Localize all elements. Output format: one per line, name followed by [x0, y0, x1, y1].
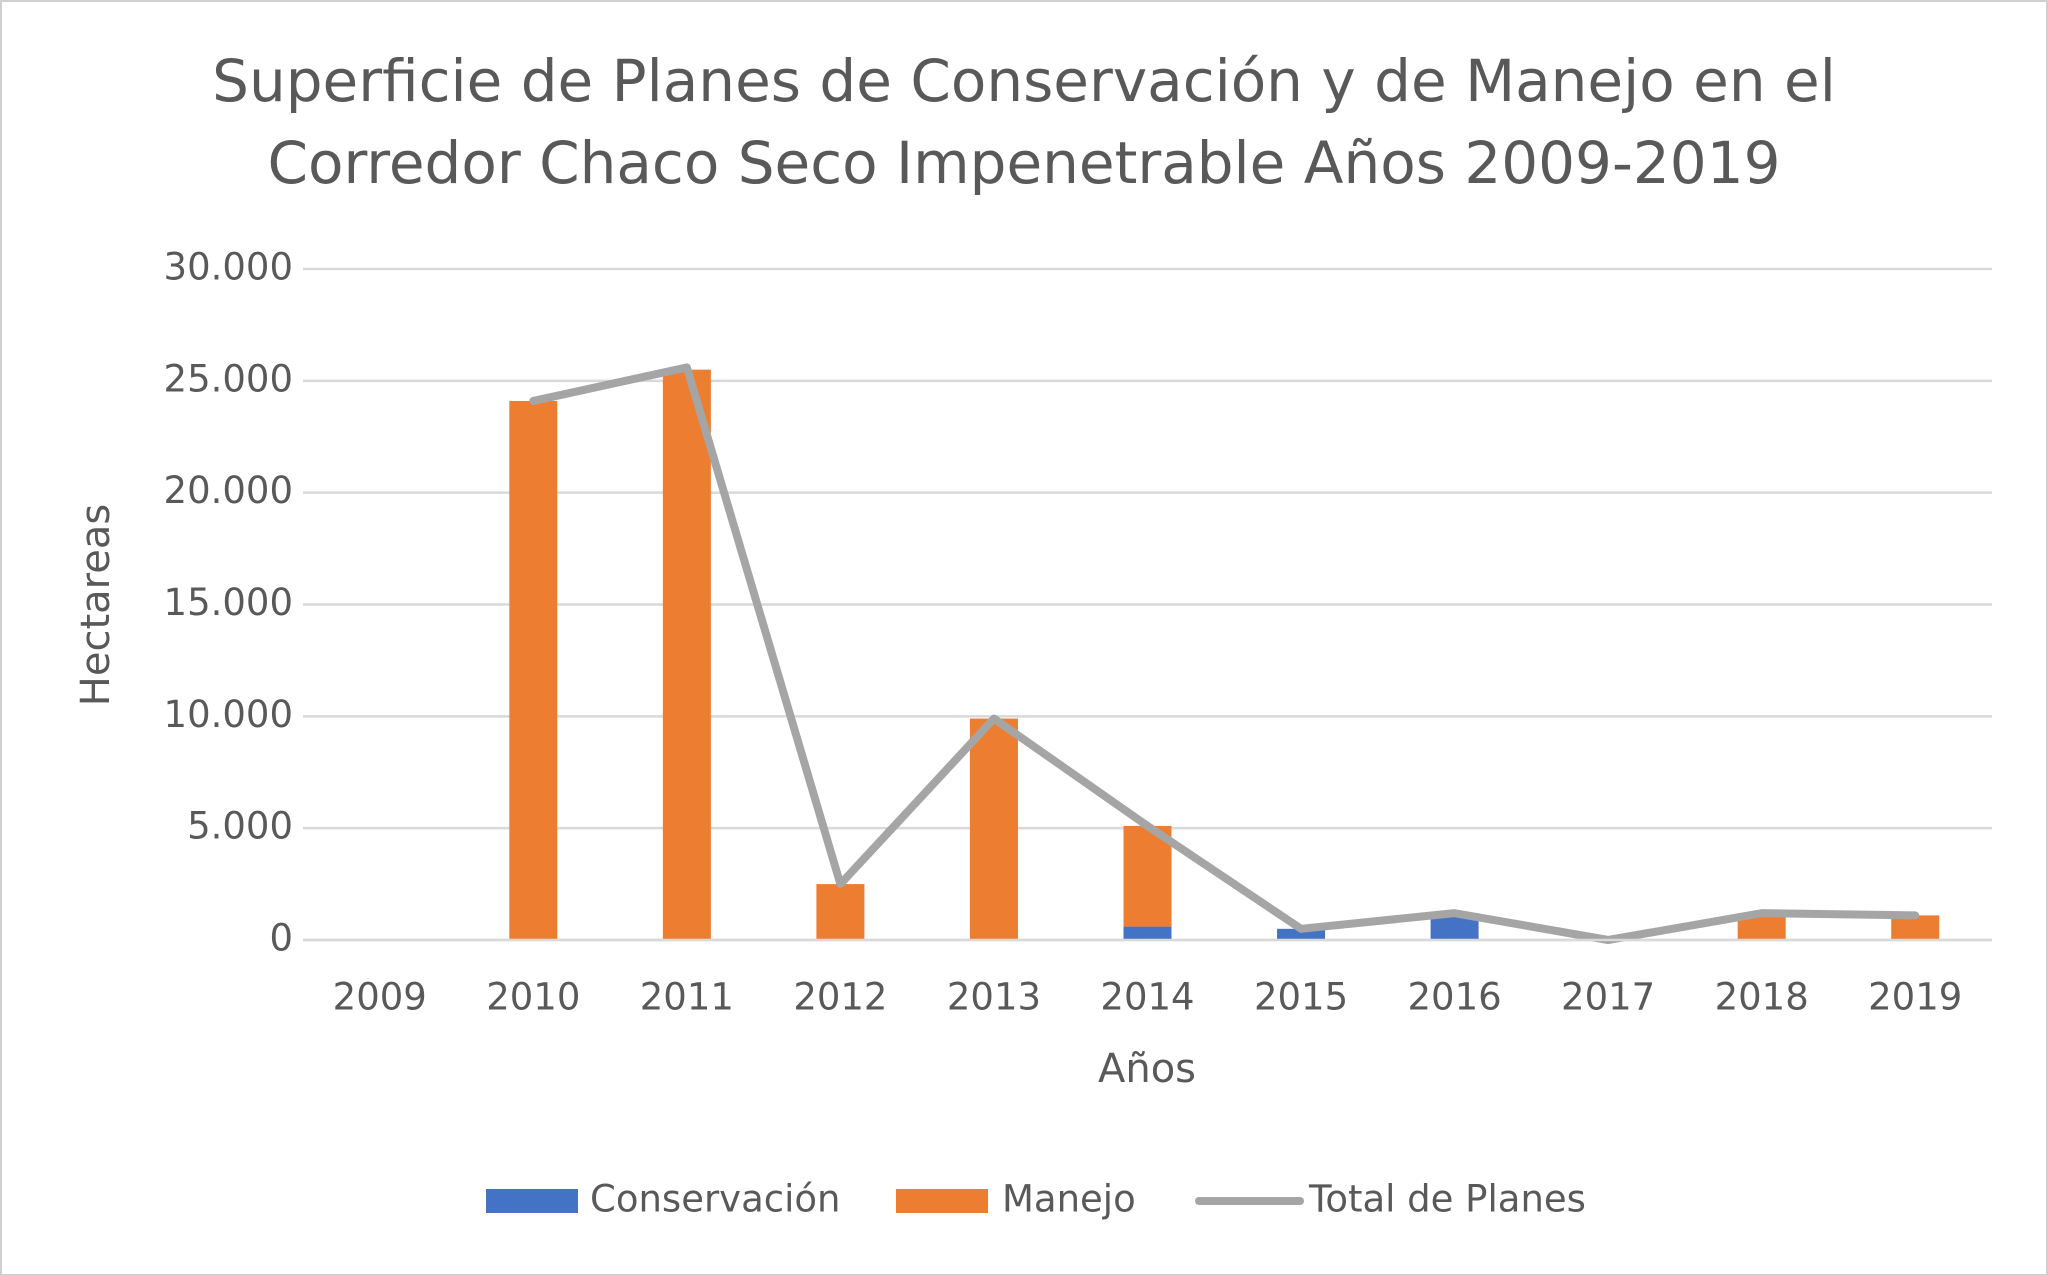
x-tick-label: 2017 [1561, 976, 1655, 1019]
line [529, 363, 1920, 944]
y-tick-label: 15.000 [164, 581, 293, 624]
x-tick-label: 2009 [333, 976, 427, 1019]
y-axis-title: Hectareas [73, 504, 119, 706]
chart-title: Superficie de Planes de Conservación y d… [212, 47, 1836, 115]
x-axis-title: Años [1098, 1046, 1196, 1092]
bar [662, 369, 711, 940]
y-tick-label: 30.000 [164, 246, 293, 289]
y-tick-label: 0 [269, 917, 293, 960]
x-tick-label: 2018 [1715, 976, 1809, 1019]
x-tick-label: 2010 [486, 976, 580, 1019]
y-tick-label: 25.000 [164, 357, 293, 400]
bar [816, 884, 865, 940]
x-tick-label: 2012 [793, 976, 887, 1019]
bar [509, 400, 558, 940]
bar [969, 718, 1018, 940]
y-tick-label: 5.000 [187, 805, 293, 848]
bar [1123, 825, 1172, 927]
legend-label: Conservación [590, 1178, 840, 1221]
x-tick-label: 2013 [947, 976, 1041, 1019]
bar [1277, 928, 1326, 940]
x-tick-label: 2015 [1254, 976, 1348, 1019]
legend-swatch [486, 1189, 578, 1213]
legend-swatch [896, 1189, 988, 1213]
chart-title: Corredor Chaco Seco Impenetrable Años 20… [267, 129, 1780, 197]
x-tick-label: 2014 [1100, 976, 1194, 1019]
y-tick-label: 10.000 [164, 693, 293, 736]
x-tick-label: 2011 [640, 976, 734, 1019]
bar [1891, 915, 1940, 940]
legend-label: Manejo [1002, 1178, 1136, 1221]
bar [1123, 926, 1172, 940]
legend-label: Total de Planes [1308, 1178, 1586, 1221]
x-tick-label: 2016 [1408, 976, 1502, 1019]
y-tick-label: 20.000 [164, 469, 293, 512]
x-tick-label: 2019 [1868, 976, 1962, 1019]
